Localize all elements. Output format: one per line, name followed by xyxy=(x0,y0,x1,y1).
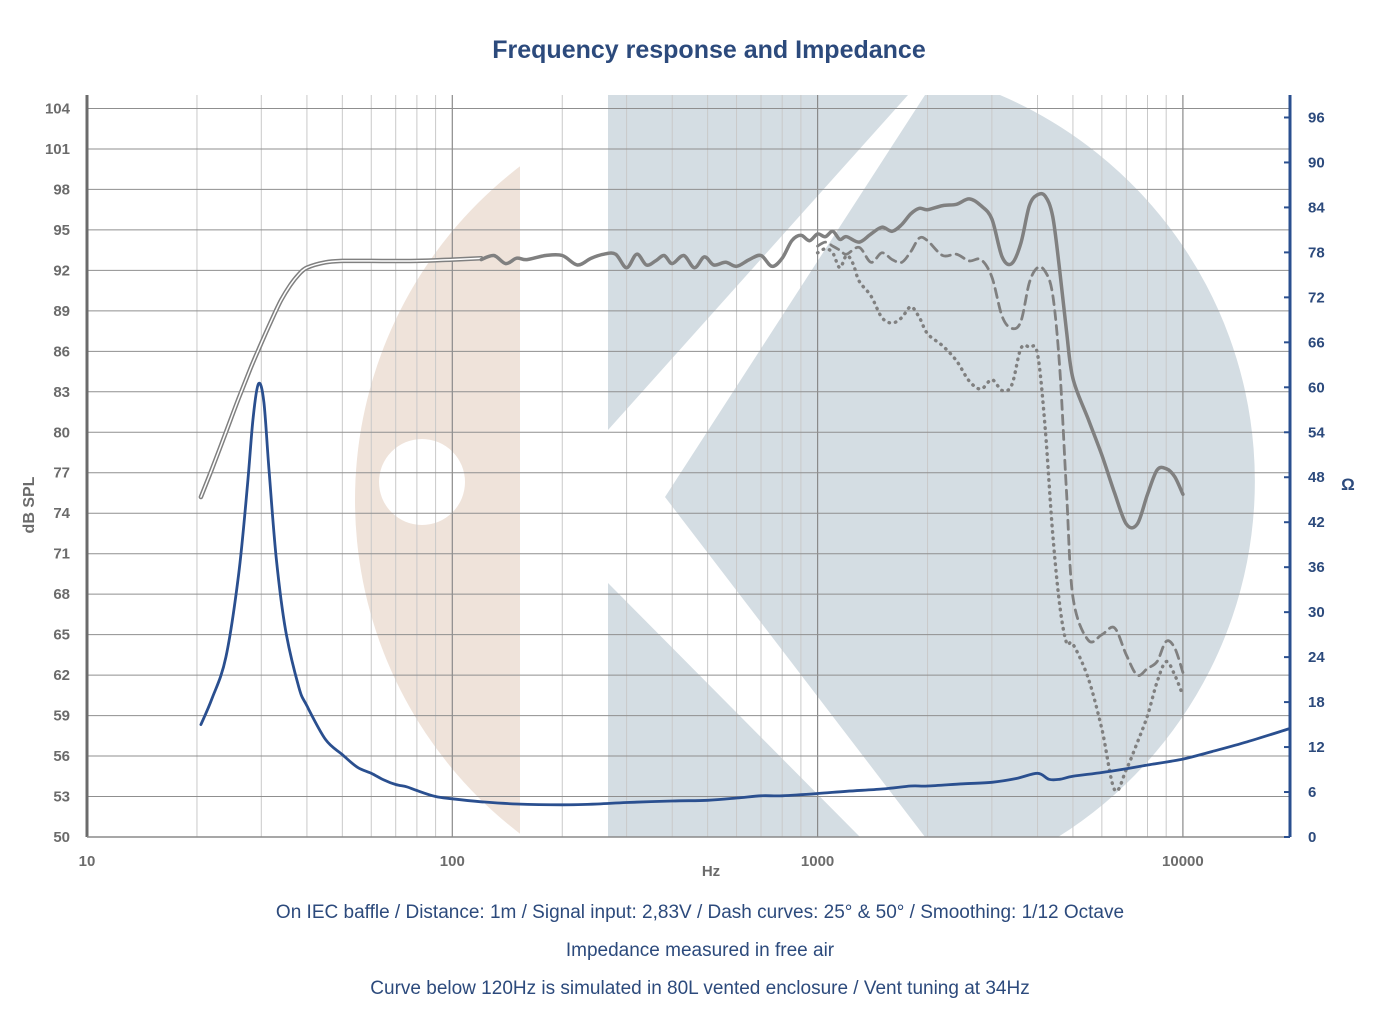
y-tick-label: 80 xyxy=(53,424,70,441)
y-tick-label: 95 xyxy=(53,222,70,239)
impedance-curve xyxy=(199,381,1290,807)
y-tick-label: 74 xyxy=(53,505,70,522)
y2-axis-title: Ω xyxy=(1341,475,1355,494)
y-tick-label: 83 xyxy=(53,384,70,401)
y2-tick-label: 90 xyxy=(1308,154,1325,171)
y-axis-title: dB SPL xyxy=(21,476,38,533)
spl-curve-1 xyxy=(479,191,1185,530)
y-tick-label: 59 xyxy=(53,708,70,725)
grid-lines xyxy=(87,95,1290,838)
x-tick-label: 1000 xyxy=(801,853,834,870)
series-group xyxy=(198,191,1290,807)
y2-tick-label: 78 xyxy=(1308,244,1325,261)
y2-tick-label: 54 xyxy=(1308,424,1325,441)
y-tick-label: 56 xyxy=(53,748,70,765)
y-tick-label: 50 xyxy=(53,829,70,846)
y2-tick-label: 48 xyxy=(1308,469,1325,486)
series-line-0-inner xyxy=(200,257,482,498)
x-tick-label: 100 xyxy=(440,853,465,870)
y2-tick-label: 0 xyxy=(1308,829,1316,846)
y2-tick-label: 12 xyxy=(1308,739,1325,756)
y-tick-label: 86 xyxy=(53,343,70,360)
y-tick-label: 71 xyxy=(53,546,70,563)
watermark-gap xyxy=(520,95,608,837)
y-tick-label: 77 xyxy=(53,465,70,482)
y-tick-label: 101 xyxy=(45,141,70,158)
y-tick-label: 68 xyxy=(53,586,70,603)
y-tick-label: 104 xyxy=(45,100,71,117)
y2-tick-label: 36 xyxy=(1308,559,1325,576)
y-tick-label: 62 xyxy=(53,667,70,684)
y2-tick-label: 60 xyxy=(1308,379,1325,396)
y2-tick-label: 72 xyxy=(1308,289,1325,306)
watermark-shape-lower xyxy=(608,583,860,837)
y2-tick-label: 18 xyxy=(1308,694,1325,711)
y-tick-label: 98 xyxy=(53,181,70,198)
watermark-dot xyxy=(379,439,465,525)
spl-curve-3 xyxy=(815,247,1185,793)
y-tick-label: 92 xyxy=(53,262,70,279)
footnote-measurement: On IEC baffle / Distance: 1m / Signal in… xyxy=(275,902,1125,923)
y2-tick-label: 66 xyxy=(1308,334,1325,351)
axes xyxy=(85,95,1292,838)
y-tick-label: 53 xyxy=(53,789,70,806)
brand-watermark xyxy=(355,95,1290,837)
y-tick-label: 89 xyxy=(53,303,70,320)
watermark-shape-arrow xyxy=(665,95,1255,837)
x-tick-label: 10000 xyxy=(1162,853,1204,870)
x-axis-title: Hz xyxy=(702,863,720,880)
y2-tick-label: 84 xyxy=(1308,199,1325,216)
footnote-impedance: Impedance measured in free air xyxy=(565,940,835,961)
tick-labels: 5053565962656871747780838689929598101104… xyxy=(45,100,1325,870)
footnote-simulation: Curve below 120Hz is simulated in 80L ve… xyxy=(370,978,1030,999)
y2-tick-label: 42 xyxy=(1308,514,1325,531)
chart-title: Frequency response and Impedance xyxy=(492,36,926,64)
y2-tick-label: 6 xyxy=(1308,784,1316,801)
x-tick-label: 10 xyxy=(79,853,96,870)
y-tick-label: 65 xyxy=(53,627,70,644)
y2-tick-label: 30 xyxy=(1308,604,1325,621)
y2-tick-label: 24 xyxy=(1308,649,1325,666)
spl-curve-2 xyxy=(816,235,1185,677)
watermark-shape-upper xyxy=(608,95,908,430)
y2-tick-label: 96 xyxy=(1308,109,1325,126)
